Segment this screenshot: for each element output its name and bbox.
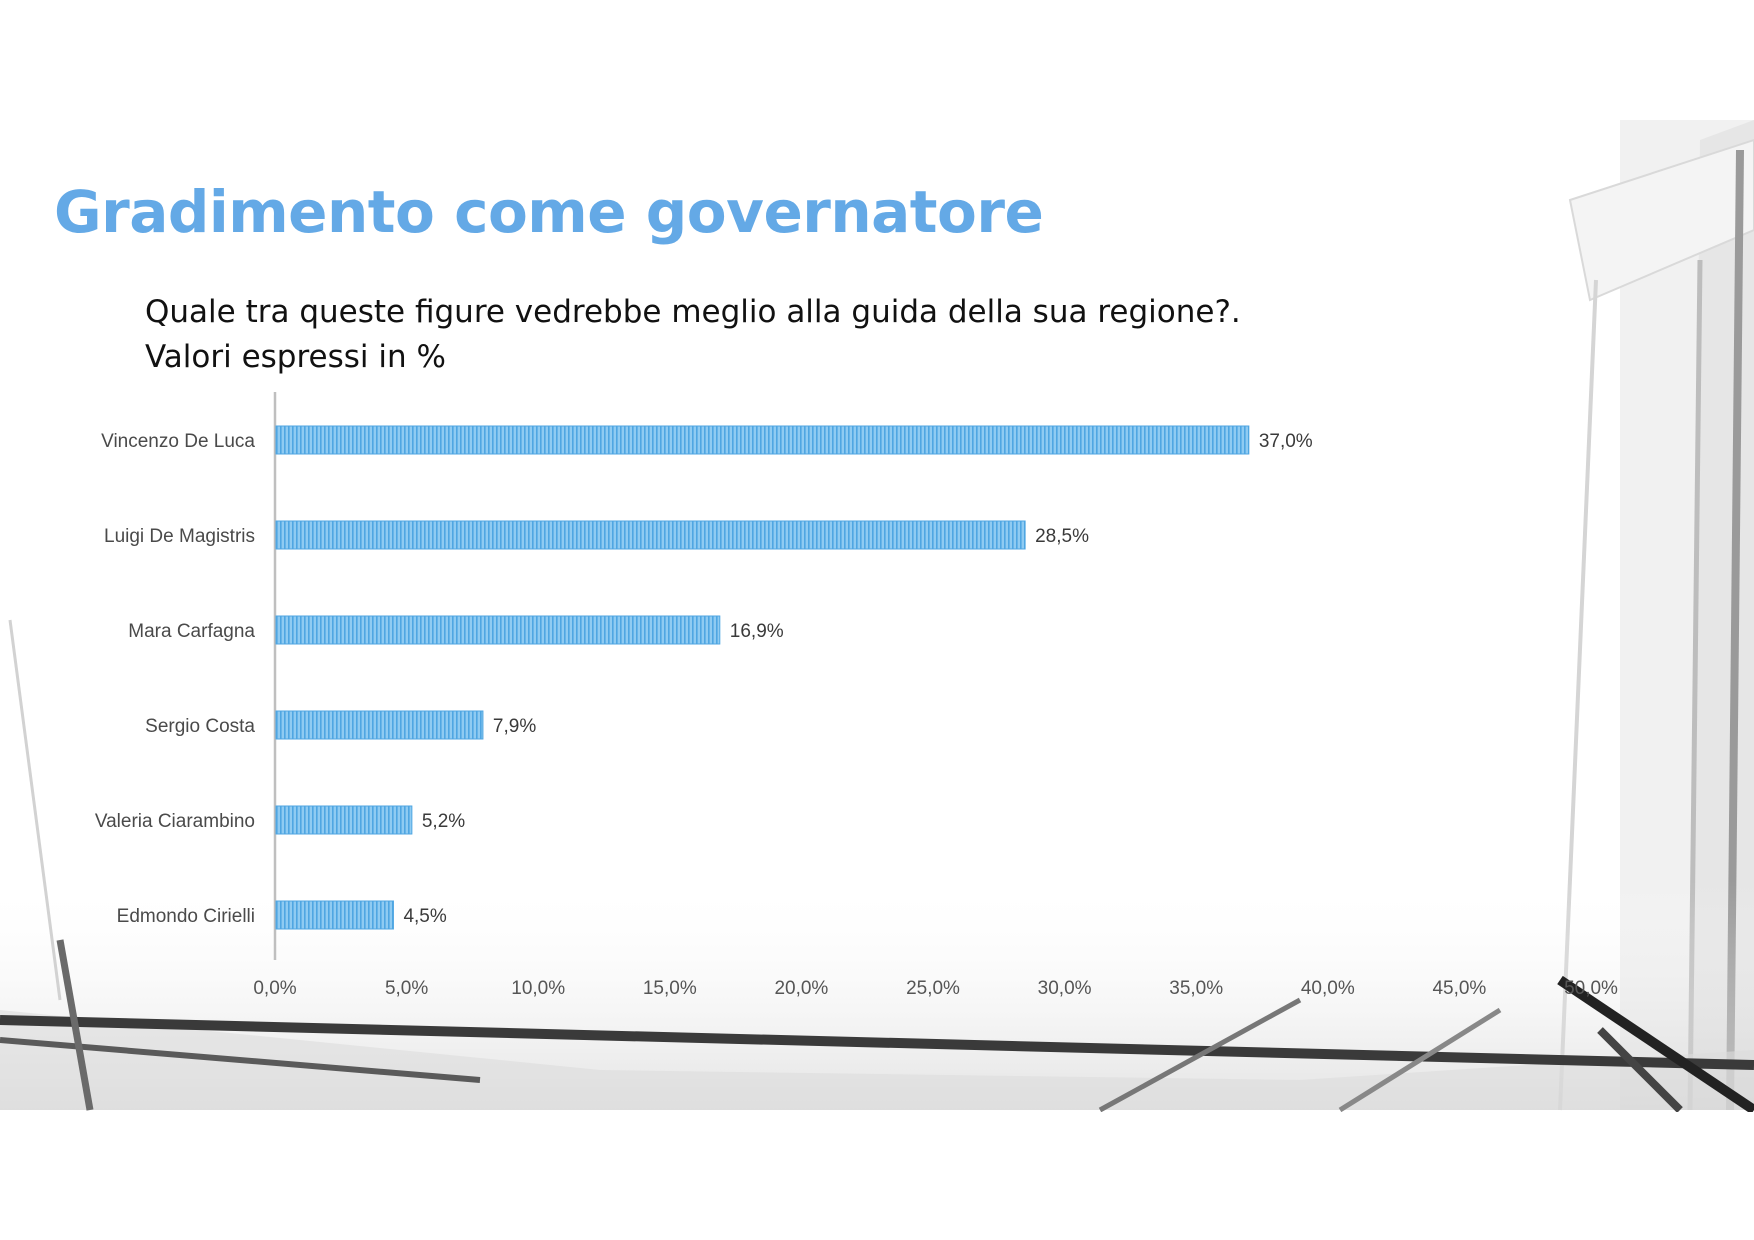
x-tick-label: 20,0% bbox=[774, 978, 828, 999]
bar bbox=[275, 710, 484, 740]
x-tick-label: 35,0% bbox=[1169, 978, 1223, 999]
data-label: 16,9% bbox=[730, 621, 784, 642]
chart-plot-area: Vincenzo De Luca 37,0% Luigi De Magistris 2… bbox=[95, 392, 1618, 999]
x-tick-label: 50,0% bbox=[1564, 978, 1618, 999]
chart-question: Quale tra queste figure vedrebbe meglio … bbox=[145, 290, 1241, 380]
category-label: Sergio Costa bbox=[145, 716, 255, 737]
x-tick-label: 0,0% bbox=[253, 978, 296, 999]
x-tick-label: 5,0% bbox=[385, 978, 428, 999]
x-tick-label: 15,0% bbox=[643, 978, 697, 999]
category-label: Luigi De Magistris bbox=[104, 526, 255, 547]
bar bbox=[275, 425, 1250, 455]
category-label: Vincenzo De Luca bbox=[101, 431, 255, 452]
page-title: Gradimento come governatore bbox=[54, 178, 1044, 246]
category-label: Edmondo Cirielli bbox=[117, 906, 255, 927]
x-tick-label: 45,0% bbox=[1432, 978, 1486, 999]
question-line-1: Quale tra queste figure vedrebbe meglio … bbox=[145, 294, 1241, 330]
x-tick-label: 40,0% bbox=[1301, 978, 1355, 999]
data-label: 37,0% bbox=[1259, 431, 1313, 452]
data-label: 5,2% bbox=[422, 811, 465, 832]
data-label: 28,5% bbox=[1035, 526, 1089, 547]
category-label: Valeria Ciarambino bbox=[95, 811, 255, 832]
x-tick-label: 25,0% bbox=[906, 978, 960, 999]
question-line-2: Valori espressi in % bbox=[145, 339, 446, 375]
x-tick-label: 10,0% bbox=[511, 978, 565, 999]
bar bbox=[275, 520, 1026, 550]
bar bbox=[275, 805, 413, 835]
bar bbox=[275, 900, 394, 930]
data-label: 4,5% bbox=[403, 906, 446, 927]
bar bbox=[275, 615, 721, 645]
data-label: 7,9% bbox=[493, 716, 536, 737]
x-tick-label: 30,0% bbox=[1038, 978, 1092, 999]
category-label: Mara Carfagna bbox=[128, 621, 255, 642]
